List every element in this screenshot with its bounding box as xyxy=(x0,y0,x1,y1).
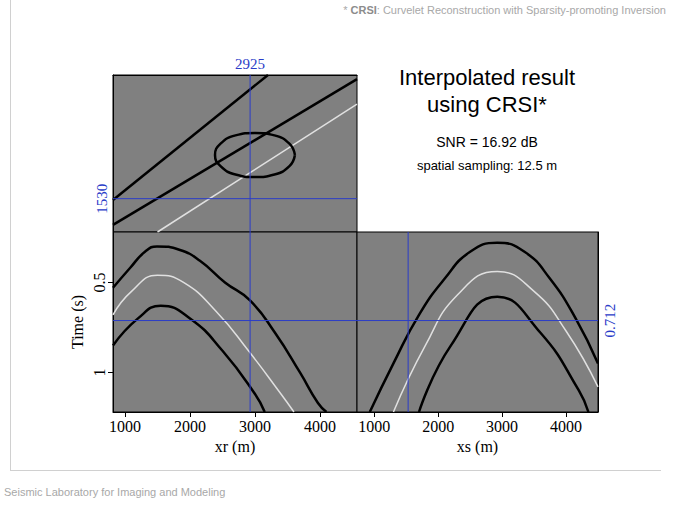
svg-text:1: 1 xyxy=(91,368,108,376)
svg-text:1000: 1000 xyxy=(109,418,141,435)
svg-text:2000: 2000 xyxy=(174,418,206,435)
svg-text:4000: 4000 xyxy=(304,418,336,435)
html-text:Interpolated result using CRSI: Interpolated result using CRSI* xyxy=(398,65,575,117)
svg-text:0.712: 0.712 xyxy=(602,304,618,338)
html-text:Seismic Laboratory for Imaging: Seismic Laboratory for Imaging and Model… xyxy=(4,486,226,498)
svg-text:0.5: 0.5 xyxy=(91,272,108,292)
svg-text:1530: 1530 xyxy=(94,184,110,214)
html-text:spatial sampling: 12.5 m: spatial sampling: 12.5 m xyxy=(416,158,558,173)
svg-text:Time (s): Time (s) xyxy=(69,295,87,349)
svg-text:2925: 2925 xyxy=(235,56,265,72)
svg-text:xr (m): xr (m) xyxy=(215,438,255,456)
html-text:SNR = 16.92 dB: SNR = 16.92 dB xyxy=(436,134,538,150)
svg-text:3000: 3000 xyxy=(486,418,518,435)
svg-text:1000: 1000 xyxy=(358,418,390,435)
svg-text:4000: 4000 xyxy=(550,418,582,435)
svg-text:3000: 3000 xyxy=(239,418,271,435)
svg-text:2000: 2000 xyxy=(422,418,454,435)
html-text:* CRSI: Curvelet Reconstructio: * CRSI: Curvelet Reconstruction with Spa… xyxy=(343,4,666,16)
svg-text:xs (m): xs (m) xyxy=(457,438,498,456)
